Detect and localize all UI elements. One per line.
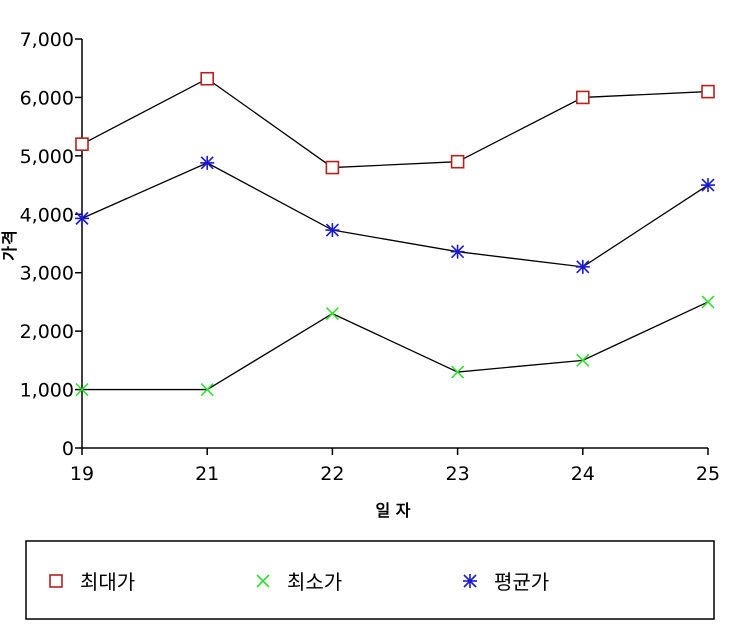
data-point-marker <box>200 383 214 397</box>
data-point-marker <box>701 295 715 309</box>
data-point-marker <box>200 155 215 170</box>
data-point-marker <box>200 71 214 86</box>
data-point-marker <box>325 307 339 321</box>
data-point-marker <box>576 353 590 367</box>
data-point-marker <box>325 160 340 175</box>
axes <box>81 39 708 449</box>
data-point-marker <box>450 154 465 169</box>
legend-label: 최소가 <box>287 570 342 594</box>
legend-asterisk-icon <box>463 574 477 588</box>
y-tick-label: 7,000 <box>20 29 74 51</box>
data-point-marker <box>701 84 715 99</box>
legend-item: 평균가 <box>463 570 549 594</box>
legend-square-icon <box>49 574 63 588</box>
series-layer <box>75 71 715 397</box>
x-tick-label: 24 <box>571 463 595 485</box>
series-3 <box>75 155 715 274</box>
data-point-marker <box>450 244 465 259</box>
legend-item: 최대가 <box>49 570 135 594</box>
legend: 최대가 최소가 평균가 <box>49 570 549 594</box>
y-tick-label: 2,000 <box>20 321 74 343</box>
x-tick-label: 25 <box>696 463 720 485</box>
legend-box <box>25 540 715 620</box>
series-line <box>81 162 709 268</box>
y-tick-label: 5,000 <box>20 146 74 168</box>
x-axis-title: 일 자 <box>375 501 410 520</box>
y-tick-label: 3,000 <box>20 263 74 285</box>
legend-label: 평균가 <box>494 570 549 594</box>
y-axis-title: 가격 <box>0 229 19 260</box>
series-1 <box>75 71 715 175</box>
data-point-marker <box>325 223 340 238</box>
legend-item: 최소가 <box>256 570 342 594</box>
y-axis-ticks: 0 1,000 2,000 3,000 4,000 5,000 6,000 7,000 <box>20 29 82 460</box>
x-tick-label: 23 <box>446 463 470 485</box>
y-tick-label: 6,000 <box>20 87 74 109</box>
x-tick-label: 19 <box>70 463 94 485</box>
series-line <box>82 301 709 391</box>
y-tick-label: 0 <box>62 438 74 460</box>
y-tick-label: 1,000 <box>20 380 74 402</box>
data-point-marker <box>75 211 89 226</box>
data-point-marker <box>575 259 590 274</box>
y-tick-label: 4,000 <box>20 204 74 226</box>
data-point-marker <box>75 137 89 151</box>
data-point-marker <box>575 90 590 105</box>
data-point-marker <box>451 365 465 379</box>
x-tick-label: 22 <box>320 463 344 485</box>
series-2 <box>75 295 715 397</box>
x-tick-label: 21 <box>195 463 219 485</box>
data-point-marker <box>75 383 89 397</box>
x-axis-ticks: 19 21 22 23 24 25 <box>70 448 720 485</box>
legend-label: 최대가 <box>80 570 135 594</box>
data-point-marker <box>701 178 715 193</box>
series-line <box>81 77 709 169</box>
legend-x-icon <box>256 574 270 588</box>
